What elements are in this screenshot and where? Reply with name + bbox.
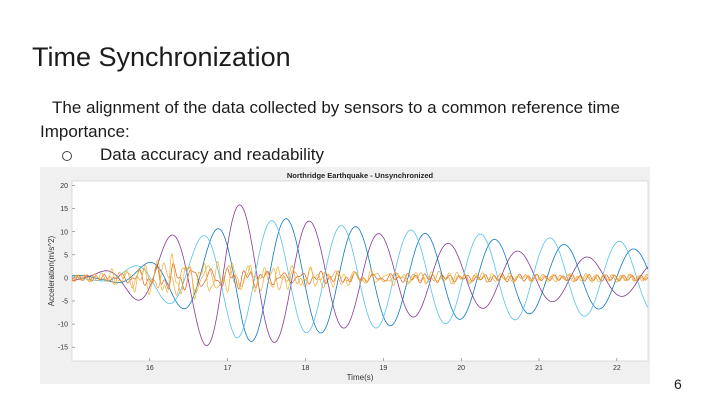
series-line-6 bbox=[71, 262, 648, 296]
y-tick-label: -15 bbox=[58, 345, 68, 352]
x-tick-label: 19 bbox=[379, 365, 387, 372]
page-number: 6 bbox=[674, 376, 682, 392]
bullet-importance: Importance: bbox=[40, 122, 130, 141]
y-tick-label: 20 bbox=[60, 183, 68, 190]
series-line-5 bbox=[71, 253, 648, 300]
plot-area bbox=[71, 180, 649, 362]
y-tick-label: 15 bbox=[60, 206, 68, 213]
sub-bullet-accuracy: Data accuracy and readability bbox=[62, 145, 324, 165]
bullet-definition: The alignment of the data collected by s… bbox=[52, 98, 620, 117]
y-tick-label: 5 bbox=[64, 252, 68, 259]
chart-title: Northridge Earthquake - Unsynchronized bbox=[287, 171, 434, 180]
x-axis-label: Time(s) bbox=[347, 373, 374, 382]
y-tick-label: -5 bbox=[62, 299, 68, 306]
chart-svg: Northridge Earthquake - Unsynchronized 20… bbox=[47, 171, 649, 382]
sub-bullet-label: Data accuracy and readability bbox=[100, 145, 324, 164]
hollow-circle-bullet-icon bbox=[62, 151, 72, 161]
series-line-1 bbox=[71, 204, 648, 346]
y-tick-label: 0 bbox=[64, 275, 68, 282]
x-tick-label: 16 bbox=[146, 365, 154, 372]
chart-figure: Northridge Earthquake - Unsynchronized 20… bbox=[40, 167, 650, 384]
y-tick-label: -10 bbox=[58, 322, 68, 329]
slide-title: Time Synchronization bbox=[32, 42, 291, 72]
series-line-3 bbox=[71, 220, 649, 339]
y-axis-label: Acceleration(m/s^2) bbox=[47, 235, 56, 306]
x-tick-label: 20 bbox=[457, 365, 465, 372]
x-tick-label: 17 bbox=[224, 365, 232, 372]
series-line-2 bbox=[72, 218, 649, 342]
y-tick-label: 10 bbox=[60, 229, 68, 236]
x-tick-label: 18 bbox=[302, 365, 310, 372]
series-line-4 bbox=[71, 263, 649, 291]
x-tick-label: 22 bbox=[613, 365, 621, 372]
x-tick-label: 21 bbox=[535, 365, 543, 372]
